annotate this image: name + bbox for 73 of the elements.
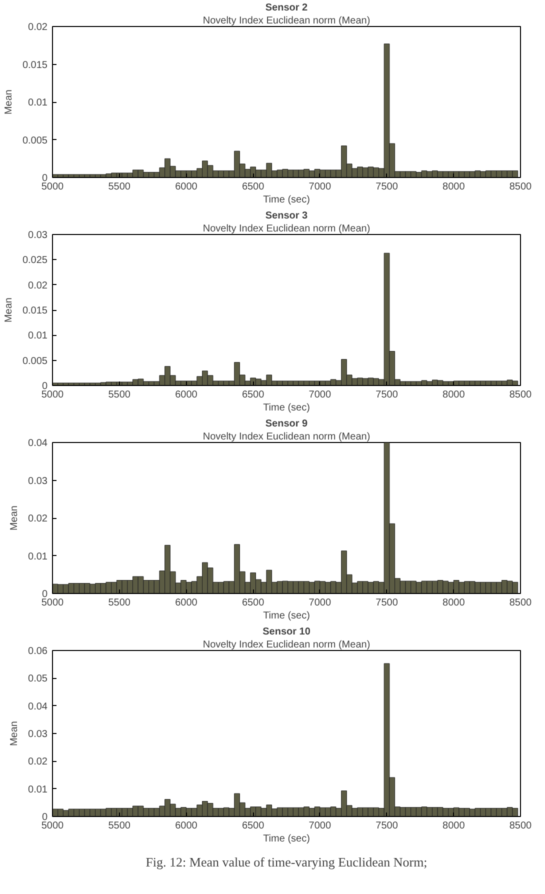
x-tick-label: 5000	[41, 390, 64, 400]
y-tick-label: 0	[42, 812, 48, 823]
y-tick-label: 0.02	[28, 280, 48, 292]
x-tick-label: 7000	[308, 598, 332, 608]
x-tick-label: 8000	[442, 598, 466, 608]
x-tick-label: 6500	[242, 820, 265, 832]
y-tick-label: 0	[42, 173, 48, 184]
y-tick-label: 0.04	[28, 438, 48, 449]
y-tick-label: 0.02	[28, 22, 48, 33]
y-tick-label: 0.03	[28, 729, 48, 740]
y-tick-label: 0.01	[28, 551, 48, 562]
y-tick-label: 0.005	[22, 356, 48, 367]
x-tick-label: 5500	[108, 390, 131, 400]
y-tick-label: 0.01	[28, 784, 48, 796]
chart-subtitle: Novelty Index Euclidean norm (Mean)	[202, 16, 370, 26]
y-tick-label: 0.02	[28, 756, 48, 768]
x-tick-label: 5000	[41, 820, 64, 832]
y-tick-label: 0.06	[28, 646, 48, 657]
chart-subtitle: Novelty Index Euclidean norm (Mean)	[202, 640, 370, 650]
chart-title: Sensor 3	[265, 210, 308, 222]
x-tick-label: 6500	[242, 182, 265, 192]
y-axis-title: Mean	[3, 297, 14, 323]
x-tick-label: 6000	[175, 182, 198, 192]
x-tick-label: 8500	[509, 598, 532, 608]
caption: Fig. 12: Mean value of time-varying Euclidean Norm;	[146, 854, 428, 870]
x-tick-label: 6500	[242, 598, 265, 608]
x-axis-title: Time (sec)	[263, 402, 310, 414]
x-tick-label: 8500	[509, 182, 532, 192]
y-tick-label: 0.04	[28, 701, 48, 712]
x-tick-label: 6500	[242, 390, 265, 400]
x-axis-title: Time (sec)	[263, 194, 310, 206]
x-tick-label: 8000	[442, 820, 466, 832]
y-tick-label: 0.03	[28, 230, 48, 241]
y-axis-title: Mean	[3, 89, 14, 115]
y-tick-label: 0.01	[28, 330, 48, 342]
chart-title: Sensor 9	[265, 418, 308, 430]
y-axis-title: Mean	[9, 720, 20, 746]
y-tick-label: 0.01	[28, 98, 48, 108]
x-tick-label: 5500	[108, 820, 131, 832]
y-tick-label: 0.05	[28, 674, 48, 685]
chart-title: Sensor 10	[262, 626, 311, 638]
x-axis-title: Time (sec)	[263, 834, 310, 844]
y-tick-label: 0.005	[22, 135, 48, 146]
x-tick-label: 8000	[442, 182, 466, 192]
x-tick-label: 5500	[108, 182, 131, 192]
y-tick-label: 0	[42, 381, 48, 392]
x-tick-label: 7000	[308, 820, 332, 832]
y-tick-label: 0.03	[28, 476, 48, 487]
x-tick-label: 8000	[442, 390, 466, 400]
x-tick-label: 5000	[41, 182, 64, 192]
x-axis-title: Time (sec)	[263, 610, 310, 622]
x-tick-label: 7000	[308, 182, 332, 192]
x-tick-label: 5500	[108, 598, 131, 608]
x-tick-label: 8500	[509, 390, 532, 400]
y-tick-label: 0.015	[22, 60, 48, 71]
x-tick-label: 7500	[376, 820, 398, 832]
chart-title: Sensor 2	[265, 2, 308, 14]
y-tick-label: 0.015	[22, 306, 48, 316]
x-tick-label: 8500	[509, 820, 532, 832]
x-tick-label: 7500	[376, 598, 398, 608]
chart-subtitle: Novelty Index Euclidean norm (Mean)	[202, 224, 370, 234]
x-tick-label: 7000	[308, 390, 332, 400]
chart-subtitle: Novelty Index Euclidean norm (Mean)	[202, 432, 370, 442]
x-tick-label: 6000	[175, 598, 198, 608]
x-tick-label: 6000	[175, 390, 198, 400]
x-tick-label: 7500	[376, 390, 398, 400]
x-tick-label: 5000	[41, 598, 64, 608]
y-tick-label: 0.025	[22, 255, 48, 266]
y-tick-label: 0	[42, 589, 48, 600]
y-tick-label: 0.02	[28, 514, 48, 524]
x-tick-label: 6000	[175, 820, 198, 832]
x-tick-label: 7500	[376, 182, 398, 192]
y-axis-title: Mean	[9, 505, 20, 531]
